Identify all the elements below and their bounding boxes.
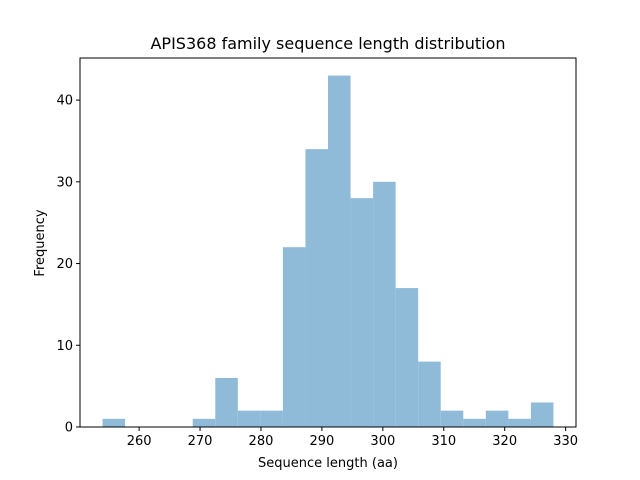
histogram-bar (485, 410, 509, 427)
x-axis-ticks: 260 270 280 290 300 310 320 330 (127, 427, 578, 449)
y-axis-label: Frequency (33, 209, 48, 276)
histogram-bar (260, 410, 283, 427)
histogram-bar (350, 198, 374, 427)
histogram-bar (102, 418, 126, 427)
plot-frame (79, 57, 577, 428)
x-tick-label: 300 (370, 434, 395, 449)
histogram-bar (305, 149, 328, 427)
histogram-bar (237, 410, 261, 427)
y-tick-label: 0 (65, 421, 73, 436)
histogram-bar (440, 410, 464, 427)
histogram-bar (463, 418, 486, 427)
y-tick-label: 10 (56, 339, 73, 354)
histogram-bar (373, 181, 396, 427)
histogram-bar (192, 418, 216, 427)
x-tick-label: 280 (249, 434, 274, 449)
y-tick-label: 40 (56, 94, 73, 109)
bars-group (102, 75, 554, 428)
x-tick-label: 290 (309, 434, 334, 449)
x-tick-label: 260 (127, 434, 152, 449)
chart-title: APIS368 family sequence length distribut… (150, 34, 505, 53)
x-tick-label: 330 (553, 434, 578, 449)
histogram-bar (530, 402, 554, 427)
y-tick-label: 30 (56, 175, 73, 190)
x-tick-label: 310 (431, 434, 456, 449)
histogram-bar (215, 377, 238, 427)
histogram-bar (328, 75, 351, 428)
histogram-bar (418, 361, 441, 427)
x-axis-label: Sequence length (aa) (258, 456, 398, 471)
histogram-bar (508, 418, 531, 427)
y-axis-ticks: 0 10 20 30 40 (56, 94, 80, 436)
x-tick-label: 320 (492, 434, 517, 449)
histogram-bar (282, 247, 306, 427)
x-tick-label: 270 (188, 434, 213, 449)
histogram-bar (395, 288, 419, 427)
y-tick-label: 20 (56, 257, 73, 272)
